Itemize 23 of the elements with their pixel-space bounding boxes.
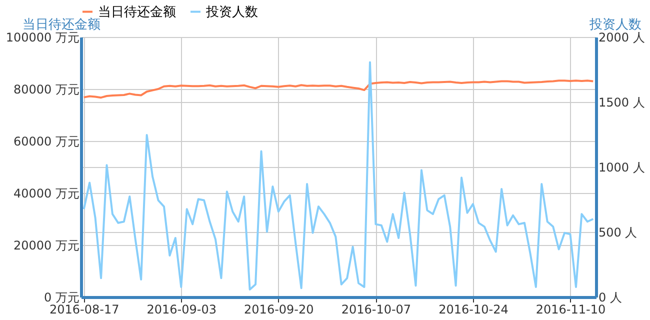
x-tick-label: 2016-08-17 — [49, 302, 120, 316]
y-axis-title: 当日待还金额 — [22, 18, 100, 32]
x-tick-label: 2016-09-03 — [146, 302, 217, 316]
x-tick-label: 2016-11-10 — [536, 302, 606, 316]
y2-tick-label: 1000 人 — [598, 160, 645, 174]
x-tick-label: 2016-10-07 — [341, 302, 412, 316]
legend-label: 当日待还金额 — [98, 4, 176, 20]
y-tick-label: 20000 万元 — [14, 238, 80, 252]
x-tick-label: 2016-09-20 — [244, 302, 314, 316]
y-tick-label: 40000 万元 — [14, 186, 80, 200]
legend-label: 投资人数 — [205, 4, 258, 20]
line-series — [82, 61, 594, 290]
y-tick-label: 0 万元 — [44, 290, 80, 304]
y-tick-label: 100000 万元 — [6, 30, 80, 44]
y-tick-label: 80000 万元 — [14, 82, 80, 96]
y-tick-label: 60000 万元 — [14, 134, 80, 148]
y2-axis-title: 投资人数 — [588, 18, 642, 32]
line-series — [82, 80, 594, 99]
x-tick-label: 2016-10-24 — [438, 302, 508, 316]
y2-tick-label: 0 人 — [598, 290, 622, 304]
y2-tick-label: 1500 人 — [598, 96, 645, 110]
y2-tick-label: 2000 人 — [598, 30, 645, 44]
y2-tick-label: 500 人 — [598, 226, 638, 240]
